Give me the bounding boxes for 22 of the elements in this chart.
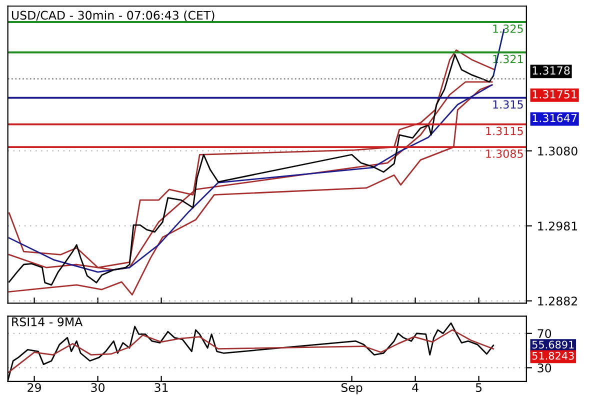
x-tick-label: 4 (412, 383, 418, 392)
y-tick-label: 1.3080 (538, 146, 578, 156)
ref-line-label: 1.325 (493, 24, 523, 33)
x-tick-label: 30 (91, 383, 105, 392)
y-tick-label: 1.2981 (538, 222, 578, 231)
text: 51.8243 (532, 352, 574, 360)
ref-line-label: 1.3085 (486, 150, 523, 158)
x-tick-label: 31 (154, 383, 168, 392)
y-tick-label: 70 (538, 329, 552, 338)
text: 1.31647 (532, 114, 577, 122)
x-tick-label: 5 (476, 383, 482, 392)
text: 55.6891 (532, 340, 574, 349)
ref-line-label: 1.3115 (486, 126, 523, 136)
chart-title: USD/CAD - 30min - 07:06:43 (CET) (12, 10, 214, 22)
text: 1.31751 (532, 90, 577, 98)
y-tick-label: 30 (538, 363, 552, 372)
ref-line-label: 1.315 (493, 100, 523, 109)
y-tick-label: 1.2882 (538, 296, 577, 306)
x-tick-label: 29 (28, 383, 41, 392)
x-tick-label: Sep (341, 383, 362, 394)
text: 1.3178 (532, 66, 570, 75)
chart-title: RSI14 - 9MA (12, 317, 83, 326)
